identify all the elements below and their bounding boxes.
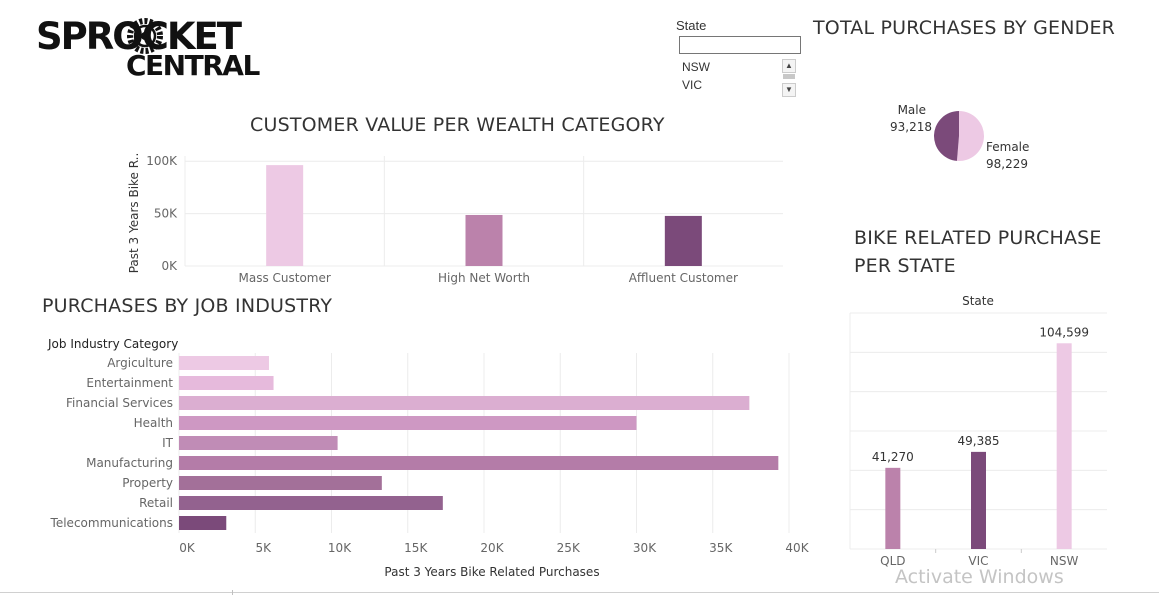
industry-bar-argiculture [179, 356, 269, 370]
wealth-category-label: High Net Worth [438, 271, 530, 285]
gender-label-female: Female [986, 140, 1029, 154]
state-value-label: 49,385 [958, 434, 1000, 448]
industry-category-label: Telecommunications [50, 516, 173, 530]
state-category-label: VIC [968, 554, 988, 568]
state-filter-option-nsw[interactable]: NSW [682, 60, 710, 74]
state-filter[interactable]: State NSW VIC ▲ ▼ [676, 18, 802, 98]
scroll-up-icon[interactable]: ▲ [782, 59, 796, 73]
sprocket-gear-icon [127, 18, 163, 54]
industry-bar-retail [179, 496, 443, 510]
industry-xtick-label: 5K [255, 541, 272, 555]
wealth-chart-title: CUSTOMER VALUE PER WEALTH CATEGORY [250, 114, 665, 136]
industry-xtick-label: 30K [633, 541, 657, 555]
industry-row-header: Job Industry Category [47, 337, 178, 351]
state-filter-option-vic[interactable]: VIC [682, 78, 703, 92]
wealth-ytick-label: 100K [146, 154, 178, 168]
gender-value-male: 93,218 [890, 120, 932, 134]
wealth-category-label: Mass Customer [239, 271, 331, 285]
industry-bar-financial-services [179, 396, 750, 410]
wealth-ytick-label: 50K [154, 207, 178, 221]
industry-xtick-label: 0K [179, 541, 196, 555]
state-filter-scrollbar[interactable]: ▲ ▼ [782, 59, 796, 97]
state-bar-qld [885, 467, 901, 549]
state-column-header: State [962, 294, 994, 308]
state-bar-vic [971, 451, 986, 549]
wealth-ylabel: Past 3 Years Bike R.. [127, 153, 141, 274]
industry-category-label: Health [134, 416, 173, 430]
industry-bar-telecommunications [179, 516, 227, 530]
sprocket-central-logo: SPROCKET CENTRAL [36, 14, 264, 80]
industry-category-label: Retail [139, 496, 173, 510]
industry-category-label: Argiculture [107, 356, 173, 370]
wealth-category-label: Affluent Customer [629, 271, 738, 285]
industry-xlabel: Past 3 Years Bike Related Purchases [384, 565, 599, 579]
state-category-label: NSW [1050, 554, 1079, 568]
state-bar-nsw [1056, 343, 1072, 549]
industry-xtick-label: 40K [785, 541, 809, 555]
scroll-thumb[interactable] [783, 74, 795, 79]
industry-xtick-label: 15K [404, 541, 428, 555]
bottom-divider-notch [232, 590, 233, 595]
wealth-bar-mass-customer [266, 165, 304, 266]
industry-bar-entertainment [179, 376, 274, 390]
industry-category-label: Entertainment [86, 376, 173, 390]
gender-slice-male [934, 111, 959, 161]
industry-bar-health [179, 416, 637, 430]
logo-text-line2: CENTRAL [126, 49, 260, 80]
state-filter-label: State [676, 18, 707, 33]
industry-chart-title: PURCHASES BY JOB INDUSTRY [42, 295, 333, 317]
industry-xtick-label: 10K [328, 541, 352, 555]
industry-bar-manufacturing [179, 456, 779, 470]
gender-slice-female [956, 111, 985, 161]
industry-category-label: Property [122, 476, 173, 490]
scroll-down-icon[interactable]: ▼ [782, 83, 796, 97]
industry-bar-it [179, 436, 338, 450]
bottom-divider [0, 592, 1159, 593]
industry-category-label: IT [162, 436, 174, 450]
activate-windows-watermark: Activate Windows [895, 566, 1064, 588]
industry-xtick-label: 35K [709, 541, 733, 555]
state-filter-search-input[interactable] [679, 36, 801, 54]
industry-xtick-label: 25K [557, 541, 581, 555]
gender-chart-title: TOTAL PURCHASES BY GENDER [813, 17, 1116, 39]
state-chart-title-line1: BIKE RELATED PURCHASE [854, 227, 1102, 249]
industry-bar-property [179, 476, 382, 490]
state-value-label: 41,270 [872, 450, 914, 464]
state-value-label: 104,599 [1039, 325, 1089, 339]
wealth-bar-affluent-customer [664, 215, 702, 266]
industry-category-label: Manufacturing [86, 456, 173, 470]
gender-value-female: 98,229 [986, 157, 1028, 171]
state-category-label: QLD [880, 554, 905, 568]
industry-category-label: Financial Services [66, 396, 173, 410]
state-chart-title-line2: PER STATE [854, 255, 956, 277]
wealth-ytick-label: 0K [161, 259, 178, 273]
gender-label-male: Male [898, 103, 926, 117]
industry-xtick-label: 20K [480, 541, 504, 555]
wealth-bar-high-net-worth [465, 214, 503, 266]
